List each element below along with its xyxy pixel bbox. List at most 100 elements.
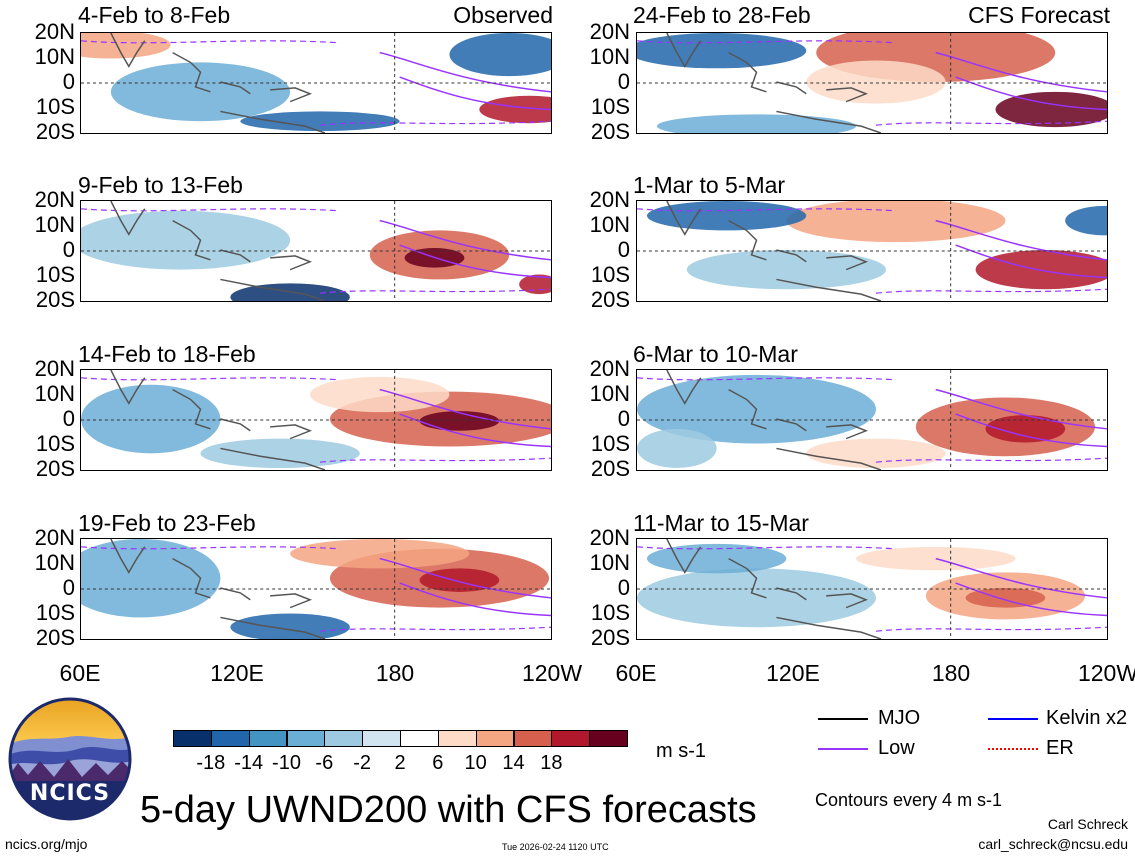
author-name: Carl Schreck bbox=[1047, 816, 1128, 832]
anomaly-region bbox=[110, 62, 291, 122]
panel-title: 4-Feb to 8-Feb bbox=[78, 2, 231, 28]
colorbar-tick-label: 6 bbox=[432, 752, 444, 774]
low-contour-dashed bbox=[637, 208, 896, 212]
latitude-label: 10S bbox=[590, 262, 630, 287]
latitude-label: 10N bbox=[589, 550, 630, 575]
anomaly-region bbox=[290, 539, 470, 569]
latitude-label: 10S bbox=[590, 600, 630, 625]
longitude-label: 120W bbox=[521, 660, 583, 686]
anomaly-region bbox=[637, 33, 807, 69]
map-panel bbox=[636, 538, 1108, 640]
latitude-label: 0 bbox=[62, 406, 75, 431]
low-contour bbox=[379, 219, 551, 261]
latitude-label: 20N bbox=[589, 19, 630, 44]
low-contour bbox=[955, 244, 1107, 279]
anomaly-region bbox=[686, 250, 886, 290]
colorbar-swatch bbox=[286, 730, 326, 747]
longitude-label: 120W bbox=[1077, 660, 1135, 686]
low-contour-dashed bbox=[637, 40, 896, 44]
map-panel bbox=[636, 369, 1108, 471]
latitude-label: 10N bbox=[34, 212, 75, 237]
low-contour-dashed bbox=[81, 40, 340, 44]
low-contour-dashed bbox=[81, 377, 340, 381]
latitude-label: 10S bbox=[35, 600, 75, 625]
low-contour bbox=[399, 76, 551, 111]
legend-line-kelvin bbox=[988, 718, 1038, 720]
latitude-label: 0 bbox=[62, 69, 75, 94]
low-contour-dashed bbox=[81, 546, 340, 550]
author-email[interactable]: carl_schreck@ncsu.edu bbox=[978, 836, 1128, 852]
anomaly-region bbox=[806, 60, 946, 104]
anomaly-region bbox=[479, 95, 551, 124]
panel-title: 19-Feb to 23-Feb bbox=[78, 510, 256, 536]
legend-line-low bbox=[818, 748, 868, 750]
latitude-label: 20S bbox=[35, 119, 75, 144]
latitude-label: 10N bbox=[589, 381, 630, 406]
panel-tag: CFS Forecast bbox=[968, 2, 1110, 28]
low-contour bbox=[955, 582, 1107, 617]
low-contour bbox=[955, 76, 1107, 111]
map-panel bbox=[80, 369, 552, 471]
low-contour-dashed bbox=[319, 457, 551, 463]
contour-interval-note: Contours every 4 m s-1 bbox=[815, 790, 1003, 810]
low-contour bbox=[399, 244, 551, 279]
colorbar-swatch bbox=[248, 730, 288, 747]
anomaly-region bbox=[240, 111, 400, 132]
anomaly-region bbox=[637, 568, 876, 628]
coastline bbox=[110, 33, 326, 133]
low-contour bbox=[935, 219, 1107, 261]
anomaly-region bbox=[310, 376, 450, 413]
colorbar-tick-label: 18 bbox=[540, 752, 563, 774]
coastline bbox=[110, 539, 326, 639]
panel-title: 1-Mar to 5-Mar bbox=[633, 172, 786, 198]
low-contour bbox=[379, 51, 551, 93]
panel-title: 11-Mar to 15-Mar bbox=[633, 510, 809, 536]
colorbar-swatch bbox=[362, 730, 401, 747]
latitude-label: 20S bbox=[35, 456, 75, 481]
latitude-label: 20N bbox=[34, 525, 75, 550]
colorbar-swatch bbox=[589, 730, 628, 747]
latitude-label: 20S bbox=[590, 119, 630, 144]
colorbar-swatch bbox=[400, 730, 439, 747]
latitude-label: 10N bbox=[589, 212, 630, 237]
colorbar-swatch bbox=[173, 730, 212, 747]
latitude-label: 20S bbox=[35, 287, 75, 312]
legend-label-low: Low bbox=[878, 737, 915, 759]
ncics-logo[interactable]: NCICS bbox=[8, 697, 132, 821]
legend-line-er bbox=[988, 748, 1038, 750]
colorbar-swatch bbox=[475, 730, 515, 747]
anomaly-region bbox=[200, 438, 360, 469]
latitude-label: 0 bbox=[617, 237, 630, 262]
panel-title: 14-Feb to 18-Feb bbox=[78, 341, 256, 367]
longitude-label: 120E bbox=[210, 660, 264, 686]
latitude-label: 10S bbox=[590, 94, 630, 119]
latitude-label: 10N bbox=[34, 550, 75, 575]
latitude-label: 20S bbox=[590, 456, 630, 481]
logo-graphic bbox=[8, 697, 132, 821]
anomaly-region bbox=[449, 33, 551, 77]
anomaly-region bbox=[806, 438, 946, 469]
latitude-label: 0 bbox=[62, 575, 75, 600]
low-contour bbox=[935, 51, 1107, 93]
website-url[interactable]: ncics.org/mjo bbox=[5, 836, 88, 852]
low-contour-dashed bbox=[875, 626, 1107, 632]
low-contour-dashed bbox=[637, 377, 896, 381]
low-contour-dashed bbox=[875, 120, 1107, 126]
colorbar-tick-label: 10 bbox=[464, 752, 487, 774]
low-contour-dashed bbox=[81, 208, 340, 212]
anomaly-region bbox=[646, 201, 807, 231]
latitude-label: 20N bbox=[589, 356, 630, 381]
low-contour bbox=[935, 388, 1107, 430]
map-panel bbox=[80, 32, 552, 134]
colorbar-swatch bbox=[210, 730, 250, 747]
map-panel bbox=[80, 200, 552, 302]
latitude-label: 20S bbox=[35, 625, 75, 650]
low-contour bbox=[399, 582, 551, 617]
anomaly-region bbox=[81, 33, 171, 59]
colorbar-tick-label: -14 bbox=[234, 752, 264, 774]
latitude-label: 0 bbox=[617, 69, 630, 94]
coastline bbox=[666, 370, 882, 470]
latitude-label: 0 bbox=[617, 406, 630, 431]
colorbar-tick-label: -10 bbox=[272, 752, 301, 774]
anomaly-region bbox=[81, 539, 221, 618]
